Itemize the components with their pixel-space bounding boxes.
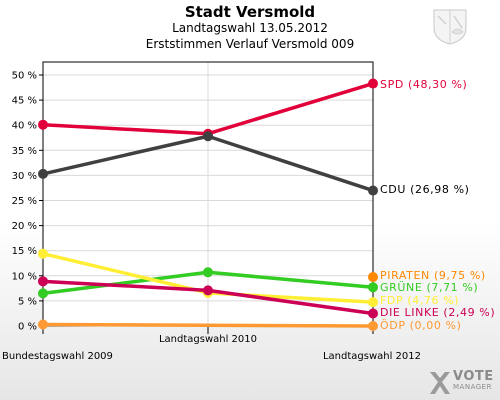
data-point [38,276,48,287]
y-tick-label: 50 % [12,71,37,82]
y-tick-label: 15 % [12,246,37,257]
y-tick-label: 5 % [18,296,37,307]
data-point [38,288,48,299]
logo-subtext: MANAGER [453,383,492,391]
data-point [368,185,378,196]
series-line [41,322,375,328]
data-point [368,297,378,308]
y-tick-label: 10 % [12,271,37,282]
series-label: DIE LINKE (2,49 %) [380,306,495,319]
series-label: ÖDP (0,00 %) [380,319,461,332]
x-tick-label: Bundestagswahl 2009 [2,351,113,362]
data-point [38,248,48,259]
data-point [38,168,48,179]
data-point [203,131,213,142]
data-point [203,267,213,278]
series-label: FDP (4,76 %) [380,294,459,307]
chart-subtitle: Landtagswahl 13.05.2012 [172,21,328,35]
series-label: PIRATEN (9,75 %) [380,269,486,282]
data-point [368,282,378,293]
data-point [38,319,48,330]
coat-of-arms-icon [433,9,467,45]
x-tick-label: Landtagswahl 2012 [323,351,421,362]
y-tick-label: 30 % [12,171,37,182]
vote-manager-logo-icon [430,372,450,394]
y-tick-label: 0 % [18,322,37,333]
y-tick-label: 40 % [12,121,37,132]
y-tick-label: 25 % [12,196,37,207]
chart-title: Stadt Versmold [184,3,316,21]
y-tick-label: 45 % [12,96,37,107]
series-label: GRÜNE (7,71 %) [380,281,478,294]
data-point [368,78,378,89]
series-label: SPD (48,30 %) [380,78,467,91]
data-point [368,272,378,283]
data-point [368,308,378,319]
x-tick-label: Landtagswahl 2010 [159,334,257,345]
series-label: CDU (26,98 %) [380,183,470,196]
y-tick-label: 35 % [12,146,37,157]
data-point [368,321,378,331]
data-point [38,119,48,130]
data-point [203,285,213,296]
chart-subtitle-2: Erststimmen Verlauf Versmold 009 [145,37,355,51]
y-tick-label: 20 % [12,221,37,232]
logo-text: VOTE [453,369,494,384]
